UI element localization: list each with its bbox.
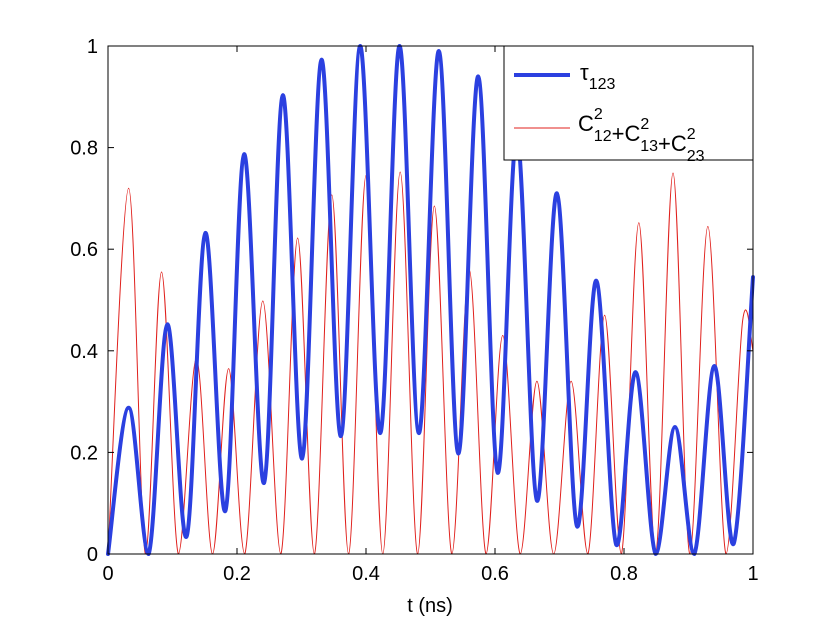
x-tick-label: 0.6 [481,563,509,585]
y-tick-label: 1 [87,36,98,58]
tick-layer: 0 0.2 0.4 0.6 0.8 1 0 0.2 0.4 0.6 0.8 1 [70,36,758,585]
x-tick-label: 0 [102,563,113,585]
series-line-tau [106,44,755,556]
x-tick-label: 0.2 [223,563,251,585]
y-tick-label: 0.4 [70,341,98,363]
legend-label-concurrence-sum: C2 12+C2 13+C2 23 [578,106,705,165]
x-tick-label: 0.8 [610,563,638,585]
legend-label-tau: τ123 [580,60,616,93]
plot-frame [107,45,754,555]
legend-box [503,45,754,161]
y-tick-label: 0 [87,544,98,566]
x-tick-label: 0.4 [352,563,380,585]
y-tick-label: 0.2 [70,442,98,464]
y-tick-label: 0.8 [70,138,98,160]
series-line-concurrence-sum [107,171,754,555]
x-axis-label: t (ns) [407,595,453,617]
y-tick-label: 0.6 [70,239,98,261]
series-layer [106,44,755,556]
x-tick-label: 1 [747,563,758,585]
legend: τ123 C2 12+C2 13+C2 23 [503,45,754,165]
